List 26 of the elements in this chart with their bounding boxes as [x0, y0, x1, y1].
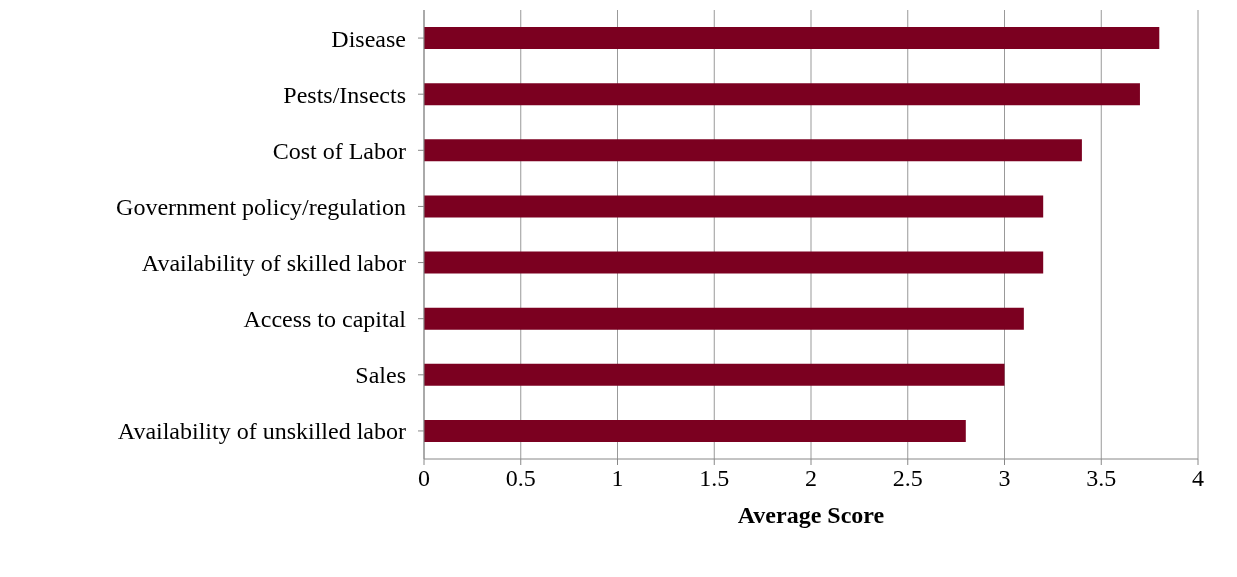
x-tick-label: 0.5 — [505, 465, 536, 492]
y-tick-label: Availability of unskilled labor — [117, 418, 406, 445]
bar — [424, 307, 1024, 330]
y-tick-label: Availability of skilled labor — [141, 250, 406, 277]
bar — [424, 195, 1044, 218]
x-tick-label: 3.5 — [1086, 465, 1117, 492]
bar — [424, 27, 1160, 49]
bar — [424, 83, 1140, 106]
bar — [424, 139, 1082, 162]
y-tick-label: Cost of Labor — [272, 137, 407, 164]
x-tick-label: 2 — [805, 465, 817, 492]
x-tick-label: 4 — [1192, 465, 1204, 492]
x-tick-label: 1.5 — [699, 465, 730, 492]
bar — [424, 363, 1005, 386]
x-axis-title: Average Score — [737, 502, 885, 528]
bar — [424, 419, 966, 442]
y-tick-label: Access to capital — [243, 306, 407, 333]
y-tick-label: Government policy/regulation — [116, 193, 406, 220]
x-tick-label: 3 — [998, 465, 1011, 492]
y-tick-label: Pests/Insects — [283, 81, 406, 108]
y-tick-label: Sales — [355, 362, 406, 389]
x-tick-label: 0 — [418, 465, 430, 492]
x-tick-label: 2.5 — [892, 465, 923, 492]
x-tick-label: 1 — [611, 465, 624, 492]
bar — [424, 251, 1044, 274]
y-tick-label: Disease — [331, 25, 406, 52]
